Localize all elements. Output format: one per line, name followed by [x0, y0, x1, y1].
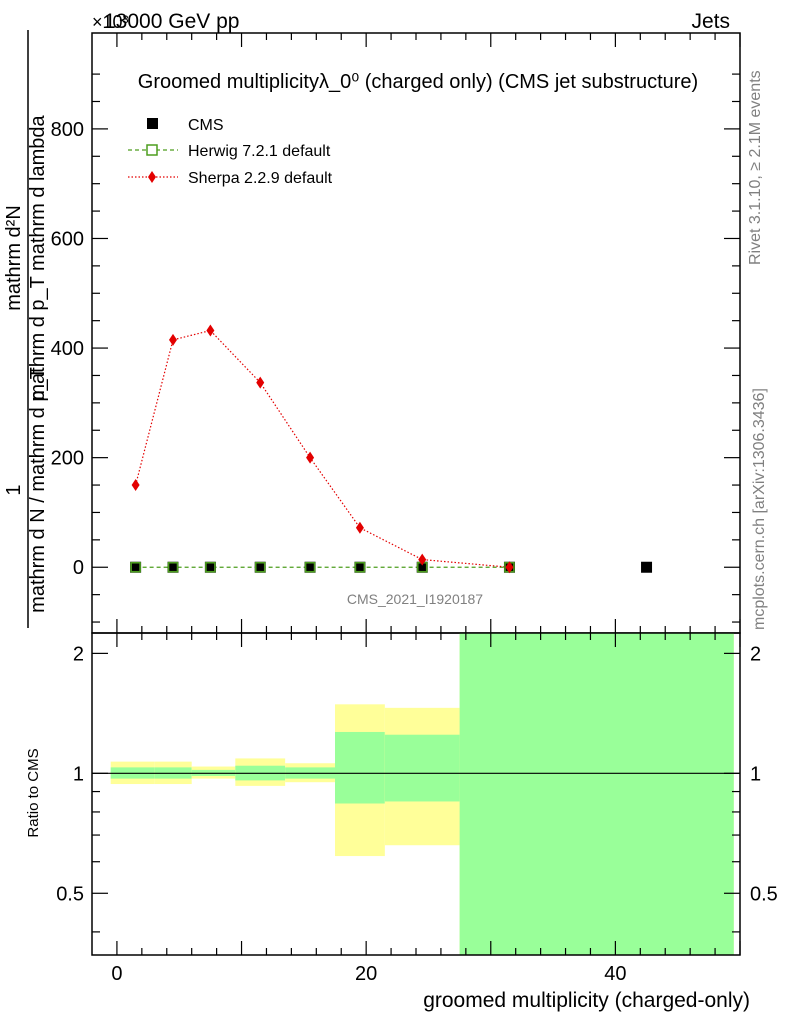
- cms-point: [204, 561, 216, 573]
- ratio-y-ticks: [92, 652, 740, 933]
- sherpa-point: [355, 521, 364, 534]
- ratio-y-axis-title: Ratio to CMS: [25, 748, 42, 837]
- x-axis-title: groomed multiplicity (charged-only): [423, 989, 750, 1012]
- cms-point: [167, 561, 179, 573]
- legend: CMS Herwig 7.2.1 default Sherpa 2.2.9 de…: [128, 117, 333, 187]
- main-y-tick-label: 400: [51, 338, 84, 360]
- ratio-y-tick-label-right: 0.5: [750, 883, 778, 905]
- analysis-watermark: CMS_2021_I1920187: [347, 591, 483, 607]
- cms-point: [254, 561, 266, 573]
- legend-marker-cms: [147, 118, 158, 129]
- ratio-y-tick-label-right: 1: [750, 763, 761, 785]
- y-title-denominator: mathrm d p_T mathrm d lambda: [27, 114, 49, 400]
- x-tick-label: 20: [355, 963, 377, 985]
- main-y-tick-label: 200: [51, 448, 84, 470]
- ratio-y-tick-label-right: 2: [750, 643, 761, 665]
- legend-entry-herwig: Herwig 7.2.1 default: [128, 143, 331, 160]
- herwig-point: [254, 561, 266, 573]
- ratio-y-tick-label: 0.5: [56, 883, 84, 905]
- ratio-y-tick-labels: 0.5 0.5 1 1 2 2: [56, 643, 778, 905]
- legend-marker-sherpa: [148, 171, 156, 183]
- legend-label-sherpa: Sherpa 2.2.9 default: [188, 170, 333, 187]
- energy-label: 13000 GeV pp: [104, 10, 239, 33]
- main-series-layer: [130, 324, 653, 574]
- x-tick-label: 40: [604, 963, 626, 985]
- sherpa-point: [256, 376, 265, 389]
- mcplots-label: mcplots.cern.ch [arXiv:1306.3436]: [751, 388, 768, 630]
- sherpa-point: [206, 324, 215, 337]
- main-y-axis-title: mathrm d²N mathrm d p_T mathrm d lambda …: [3, 30, 49, 628]
- sherpa-point: [169, 333, 177, 346]
- sherpa-point: [306, 451, 315, 464]
- y-title-numerator: mathrm d²N: [3, 205, 25, 311]
- legend-entry-cms: CMS: [147, 117, 224, 134]
- cms-point: [130, 561, 142, 573]
- main-y-tick-label: 800: [51, 119, 84, 141]
- sherpa-point: [505, 561, 514, 574]
- ratio-y-tick-label: 1: [73, 763, 84, 785]
- main-y-tick-labels: 0 200 400 600 800: [51, 119, 84, 579]
- cms-point: [304, 561, 316, 573]
- rivet-version-label: Rivet 3.1.10, ≥ 2.1M events: [747, 70, 764, 265]
- category-label: Jets: [691, 10, 730, 33]
- herwig-point: [130, 561, 141, 573]
- y-title-prefix-numerator: 1: [3, 484, 25, 495]
- legend-entry-sherpa: Sherpa 2.2.9 default: [128, 170, 333, 187]
- herwig-point: [167, 561, 179, 573]
- cms-point: [354, 561, 366, 573]
- sherpa-line: [135, 329, 510, 568]
- ratio-bands-layer: [92, 633, 740, 955]
- y-axis-exponent-label: ×10³: [92, 12, 129, 32]
- herwig-point: [205, 561, 216, 573]
- ratio-y-tick-label: 2: [73, 643, 84, 665]
- legend-marker-herwig: [146, 144, 158, 156]
- sherpa-point: [131, 479, 140, 492]
- legend-label-cms: CMS: [188, 117, 224, 134]
- main-y-ticks: [92, 33, 741, 633]
- x-tick-label: 0: [111, 963, 122, 985]
- x-tick-labels: 0 20 40: [111, 963, 626, 985]
- main-y-tick-label: 0: [73, 557, 84, 579]
- ratio-band-green: [384, 734, 460, 802]
- cms-point: [641, 561, 653, 573]
- herwig-point: [354, 561, 366, 573]
- cms-point: [416, 561, 428, 573]
- herwig-point: [304, 561, 316, 573]
- y-title-prefix-denominator: mathrm d N / mathrm d p_T: [27, 367, 49, 613]
- legend-label-herwig: Herwig 7.2.1 default: [188, 143, 331, 160]
- main-y-tick-label: 600: [51, 228, 84, 250]
- ratio-band-green: [459, 633, 734, 955]
- x-ticks: [116, 633, 741, 955]
- ratio-band-green: [335, 731, 385, 804]
- sherpa-point: [418, 553, 427, 566]
- main-plot-title: Groomed multiplicityλ_0⁰ (charged only) …: [138, 71, 698, 93]
